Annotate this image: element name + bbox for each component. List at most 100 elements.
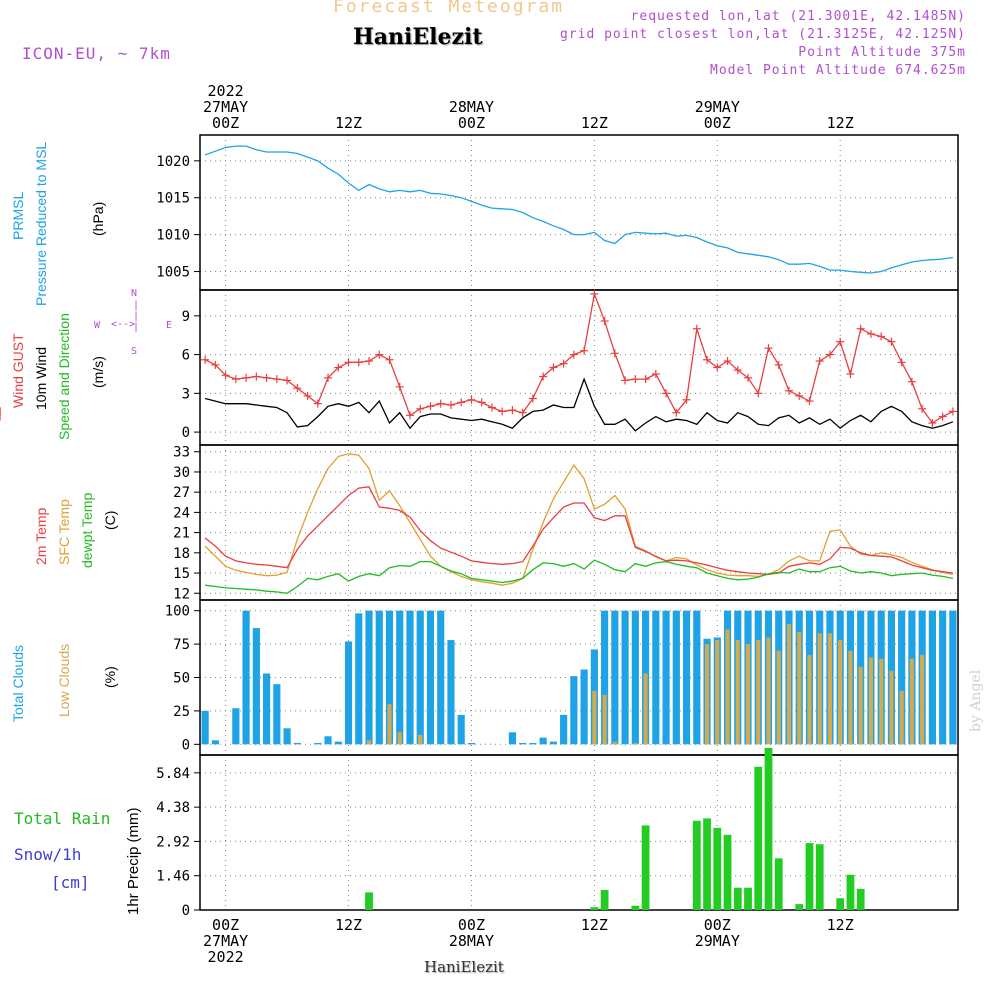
- wind-gust-marker: [744, 373, 753, 382]
- rain-bar: [723, 834, 732, 910]
- total-cloud-bar: [334, 741, 342, 745]
- model-point-altitude: Model Point Altitude 674.625m: [710, 63, 966, 78]
- total-cloud-bar: [682, 610, 691, 745]
- grid-point-coords: grid point closest lon,lat (21.3125E, 42…: [559, 27, 966, 42]
- wind-gust-marker: [887, 337, 896, 346]
- wind-gust-marker: [498, 407, 507, 416]
- wind-gust-marker: [918, 404, 927, 413]
- compass-arrows: <-->: [111, 319, 136, 330]
- total-cloud-bar: [324, 736, 332, 745]
- low-cloud-bar: [807, 654, 812, 745]
- wind-tick-label: 6: [182, 348, 190, 364]
- time-axis-label: 00Z: [458, 114, 485, 132]
- low-cloud-bar: [848, 650, 853, 745]
- low-cloud-bar: [920, 654, 925, 745]
- total-cloud-bar: [467, 742, 476, 745]
- low-cloud-bar: [817, 633, 822, 745]
- low-cloud-bar: [827, 633, 833, 745]
- wind-gust-marker: [754, 389, 763, 398]
- total-cloud-bar: [273, 684, 281, 745]
- rain-bar: [692, 820, 701, 910]
- rain-bar: [600, 890, 609, 910]
- rain-bar: [836, 898, 845, 910]
- temp-tick-label: 30: [173, 465, 190, 481]
- low-cloud-bar: [418, 734, 423, 745]
- total-cloud-bar: [344, 641, 353, 745]
- total-cloud-bar: [242, 610, 250, 745]
- wind-gust-marker: [825, 350, 834, 359]
- wind-gust-marker: [662, 389, 671, 398]
- wind-gust-marker: [784, 386, 793, 395]
- wind-gust-marker: [539, 372, 548, 381]
- chart-title: Forecast Meteogram: [333, 0, 565, 17]
- total-cloud-bar: [508, 732, 517, 745]
- low-cloud-bar: [715, 640, 720, 745]
- clouds-tick-label: 50: [173, 671, 190, 687]
- wind-gust-marker: [559, 359, 568, 368]
- total-cloud-bar: [631, 610, 639, 745]
- time-axis-label: 27MAY: [203, 932, 248, 950]
- rain-bar: [795, 904, 804, 910]
- total-cloud-bar: [928, 610, 936, 745]
- time-axis-label: 12Z: [335, 114, 362, 132]
- wind-gust-marker: [733, 366, 742, 375]
- wind-gust-marker: [569, 350, 578, 359]
- wind-gust-marker: [938, 412, 947, 421]
- wind-tick-label: 3: [182, 386, 190, 402]
- total-cloud-bar: [601, 610, 609, 745]
- wind-gust-marker: [928, 419, 937, 428]
- wind-gust-marker: [631, 375, 640, 384]
- wind-gust-marker: [805, 397, 814, 406]
- clouds-tick-label: 75: [173, 637, 190, 653]
- temp-tick-label: 21: [173, 526, 190, 542]
- low-cloud-bar: [786, 624, 792, 745]
- compass-south: S: [131, 346, 138, 357]
- total-cloud-bar: [580, 669, 588, 745]
- total-cloud-bar: [560, 714, 568, 745]
- low-cloud-bar: [725, 629, 730, 745]
- clouds-tick-label: 25: [173, 704, 190, 720]
- wind-gust-marker: [303, 391, 312, 400]
- temp-panel-frame: [199, 444, 959, 601]
- low-cloud-bar: [797, 632, 802, 745]
- footer-location: HaniElezit: [424, 958, 504, 976]
- total-cloud-bar: [293, 742, 301, 745]
- dewpt-temp-line: [205, 559, 954, 594]
- low-cloud-bar: [612, 741, 617, 745]
- total-cloud-bar: [262, 673, 271, 745]
- low-cloud-bar: [735, 640, 740, 745]
- wind-gust-marker: [313, 399, 322, 408]
- wind-gust-marker: [446, 400, 455, 409]
- wind-gust-marker: [436, 399, 445, 408]
- total-cloud-bar: [252, 628, 260, 745]
- time-axis-label: 28MAY: [449, 98, 494, 116]
- total-cloud-bar: [211, 740, 219, 745]
- precip-legend-rain: Total Rain: [14, 809, 111, 828]
- wind-gust-marker: [549, 363, 558, 372]
- time-axis-label: 00Z: [212, 916, 239, 934]
- precip-tick-label: 5.84: [156, 766, 190, 782]
- low-cloud-bar: [592, 690, 597, 745]
- rain-bar: [846, 874, 855, 910]
- total-cloud-bar: [365, 610, 373, 745]
- low-cloud-bar: [397, 732, 402, 745]
- low-cloud-bar: [633, 742, 638, 745]
- low-cloud-bar: [643, 673, 648, 745]
- precip-tick-label: 1.46: [156, 869, 190, 885]
- precip-legend-snow: Snow/1h: [14, 845, 82, 864]
- wind-gust-marker: [590, 289, 599, 298]
- rain-bar: [590, 907, 599, 910]
- low-cloud-bar: [366, 740, 372, 745]
- low-cloud-bar: [776, 650, 781, 745]
- total-cloud-bar: [570, 676, 578, 745]
- total-cloud-bar: [939, 610, 947, 745]
- compass-vertical: | | |: [133, 300, 140, 333]
- compass-west: W: [94, 320, 101, 331]
- wind-panel-frame: [199, 289, 959, 446]
- clouds-tick-label: 0: [182, 737, 190, 753]
- low-cloud-bar: [879, 658, 884, 745]
- total-cloud-bar: [232, 708, 240, 745]
- wind-gust-marker: [682, 395, 691, 404]
- wind-gust-marker: [528, 394, 537, 403]
